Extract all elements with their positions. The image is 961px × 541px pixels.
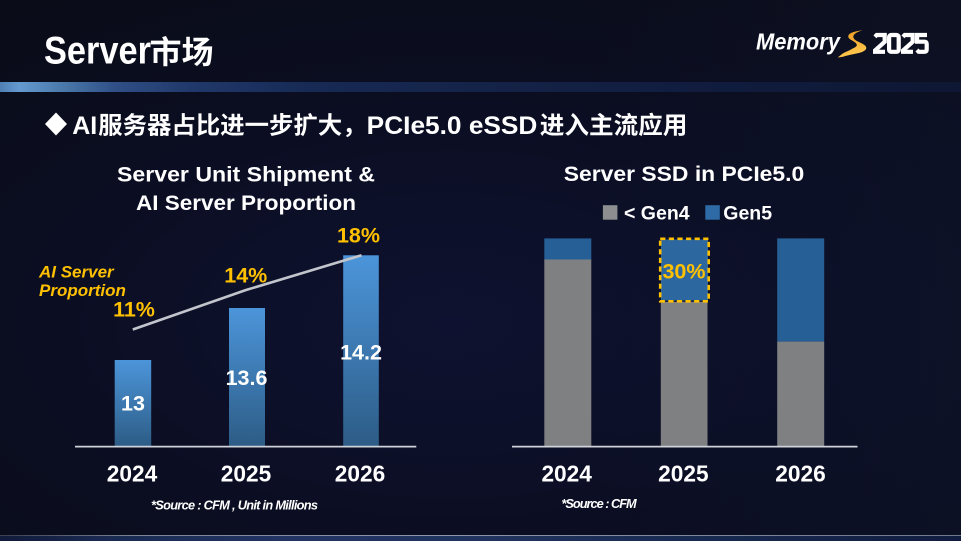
svg-text:*Source : CFM , Unit in Milli: *Source : CFM , Unit in Millions — [151, 498, 318, 513]
svg-text:2026: 2026 — [775, 461, 826, 487]
svg-text:*Source : CFM: *Source : CFM — [561, 496, 637, 511]
svg-text:Proportion: Proportion — [39, 281, 126, 300]
svg-text:Server Unit Shipment &: Server Unit Shipment & — [117, 164, 375, 187]
svg-text:AI Server Proportion: AI Server Proportion — [136, 192, 356, 215]
svg-text:2026: 2026 — [335, 461, 386, 487]
svg-text:Server: Server — [44, 30, 151, 73]
svg-text:14%: 14% — [224, 264, 267, 288]
svg-text:13.6: 13.6 — [226, 366, 268, 390]
svg-text:13: 13 — [121, 392, 145, 416]
svg-text:2025: 2025 — [221, 461, 272, 487]
svg-text:11%: 11% — [113, 298, 155, 322]
svg-text:AI Server: AI Server — [38, 263, 115, 282]
svg-text:Memory: Memory — [756, 29, 841, 55]
svg-text:2024: 2024 — [107, 461, 158, 487]
svg-text:18%: 18% — [337, 224, 380, 248]
svg-text:Server SSD in PCIe5.0: Server SSD in PCIe5.0 — [564, 163, 805, 186]
svg-text:14.2: 14.2 — [340, 341, 382, 365]
svg-text:30%: 30% — [662, 259, 705, 283]
svg-text:Gen5: Gen5 — [723, 203, 772, 225]
svg-text:< Gen4: < Gen4 — [624, 203, 690, 225]
svg-text:2025: 2025 — [658, 461, 709, 487]
svg-text:AI: AI — [72, 112, 97, 140]
svg-text:PCIe5.0 eSSD: PCIe5.0 eSSD — [367, 112, 538, 140]
svg-text:2024: 2024 — [541, 461, 592, 487]
